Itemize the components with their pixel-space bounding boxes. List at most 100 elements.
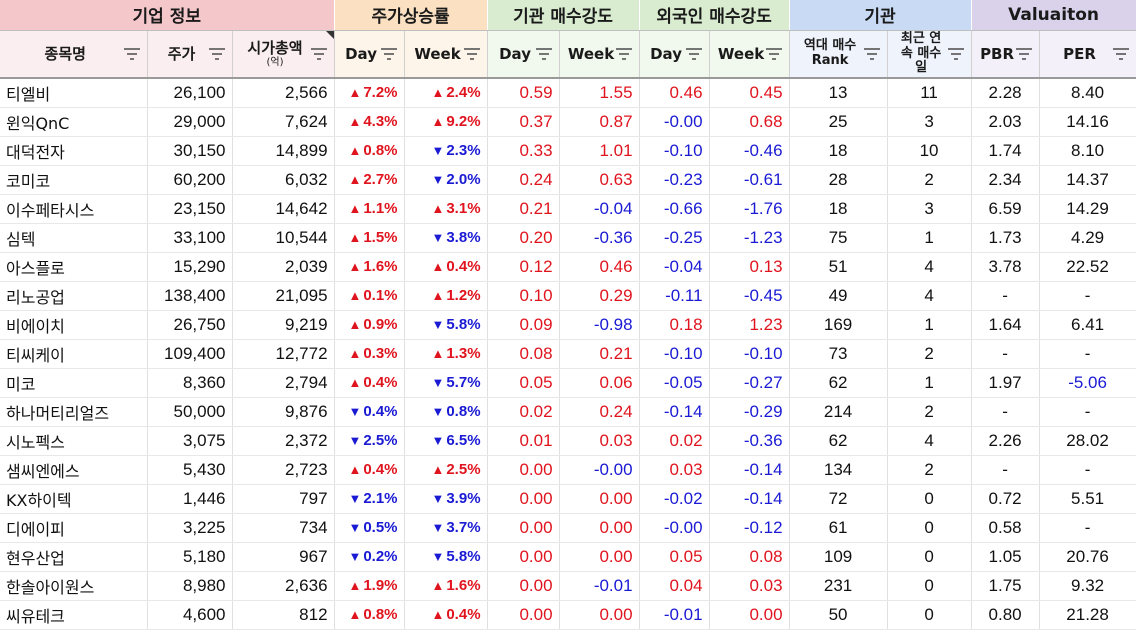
col-header-rank[interactable]: 역대 매수 Rank (789, 30, 888, 79)
inst-day-cell[interactable]: 0.00 (487, 455, 560, 485)
inst-week-cell[interactable]: 0.87 (559, 107, 640, 137)
market-cap-cell[interactable]: 12,772 (232, 339, 335, 369)
consecutive-days-cell[interactable]: 4 (887, 426, 972, 456)
table-row[interactable]: 한솔아이원스 8,980 2,636 ▲ 1.9% ▲ 1.6% 0.00 -0.01 0.04 0… (0, 571, 1136, 601)
price-cell[interactable]: 26,750 (147, 310, 233, 340)
rank-cell[interactable]: 13 (789, 78, 888, 108)
inst-day-cell[interactable]: 0.01 (487, 426, 560, 456)
foreign-day-cell[interactable]: -0.10 (639, 339, 710, 369)
table-row[interactable]: 현우산업 5,180 967 ▼ 0.2% ▼ 5.8% 0.00 0.00 0.05 0.08 10… (0, 542, 1136, 572)
market-cap-cell[interactable]: 2,039 (232, 252, 335, 282)
consecutive-days-cell[interactable]: 10 (887, 136, 972, 166)
foreign-day-cell[interactable]: -0.04 (639, 252, 710, 282)
inst-week-cell[interactable]: 0.00 (559, 484, 640, 514)
day-change-cell[interactable]: ▼ 0.4% (334, 397, 405, 427)
foreign-day-cell[interactable]: 0.05 (639, 542, 710, 572)
col-header-consecutive[interactable]: 최근 연속 매수일 (887, 30, 972, 79)
per-cell[interactable]: 14.37 (1039, 165, 1136, 195)
stock-name-cell[interactable]: 윈익QnC (0, 107, 148, 137)
col-header-foreign-week[interactable]: Week (709, 30, 790, 79)
foreign-day-cell[interactable]: -0.66 (639, 194, 710, 224)
price-cell[interactable]: 109,400 (147, 339, 233, 369)
filter-icon[interactable] (1112, 47, 1130, 60)
inst-week-cell[interactable]: -0.01 (559, 571, 640, 601)
stock-name-cell[interactable]: 하나머티리얼즈 (0, 397, 148, 427)
col-header-price[interactable]: 주가 (147, 30, 233, 79)
consecutive-days-cell[interactable]: 4 (887, 252, 972, 282)
foreign-week-cell[interactable]: 1.23 (709, 310, 790, 340)
day-change-cell[interactable]: ▼ 2.5% (334, 426, 405, 456)
consecutive-days-cell[interactable]: 0 (887, 600, 972, 630)
col-header-foreign-day[interactable]: Day (639, 30, 710, 79)
table-row[interactable]: 심텍 33,100 10,544 ▲ 1.5% ▼ 3.8% 0.20 -0.36 -0.25 -1… (0, 223, 1136, 253)
per-cell[interactable]: 28.02 (1039, 426, 1136, 456)
filter-icon[interactable] (863, 47, 881, 60)
pbr-cell[interactable]: 0.80 (971, 600, 1040, 630)
consecutive-days-cell[interactable]: 2 (887, 455, 972, 485)
foreign-week-cell[interactable]: -0.45 (709, 281, 790, 311)
price-cell[interactable]: 26,100 (147, 78, 233, 108)
per-cell[interactable]: - (1039, 397, 1136, 427)
per-cell[interactable]: - (1039, 455, 1136, 485)
price-cell[interactable]: 50,000 (147, 397, 233, 427)
inst-week-cell[interactable]: -0.98 (559, 310, 640, 340)
table-row[interactable]: 리노공업 138,400 21,095 ▲ 0.1% ▲ 1.2% 0.10 0.29 -0.11… (0, 281, 1136, 311)
foreign-day-cell[interactable]: 0.02 (639, 426, 710, 456)
market-cap-cell[interactable]: 7,624 (232, 107, 335, 137)
foreign-week-cell[interactable]: 0.68 (709, 107, 790, 137)
filter-icon[interactable] (685, 47, 703, 60)
consecutive-days-cell[interactable]: 4 (887, 281, 972, 311)
table-row[interactable]: 디에이피 3,225 734 ▼ 0.5% ▼ 3.7% 0.00 0.00 -0.00 -0.12… (0, 513, 1136, 543)
col-header-inst-day[interactable]: Day (487, 30, 560, 79)
day-change-cell[interactable]: ▲ 7.2% (334, 78, 405, 108)
pbr-cell[interactable]: 0.72 (971, 484, 1040, 514)
per-cell[interactable]: 6.41 (1039, 310, 1136, 340)
consecutive-days-cell[interactable]: 0 (887, 571, 972, 601)
foreign-week-cell[interactable]: -0.27 (709, 368, 790, 398)
market-cap-cell[interactable]: 2,372 (232, 426, 335, 456)
inst-week-cell[interactable]: 1.55 (559, 78, 640, 108)
inst-week-cell[interactable]: 0.46 (559, 252, 640, 282)
filter-icon[interactable] (463, 47, 481, 60)
consecutive-days-cell[interactable]: 0 (887, 542, 972, 572)
pbr-cell[interactable]: - (971, 281, 1040, 311)
foreign-day-cell[interactable]: -0.05 (639, 368, 710, 398)
per-cell[interactable]: 14.29 (1039, 194, 1136, 224)
week-change-cell[interactable]: ▲ 1.6% (404, 571, 488, 601)
foreign-week-cell[interactable]: -0.46 (709, 136, 790, 166)
per-cell[interactable]: 22.52 (1039, 252, 1136, 282)
foreign-week-cell[interactable]: -0.36 (709, 426, 790, 456)
week-change-cell[interactable]: ▼ 3.7% (404, 513, 488, 543)
inst-week-cell[interactable]: 0.00 (559, 600, 640, 630)
price-cell[interactable]: 30,150 (147, 136, 233, 166)
inst-day-cell[interactable]: 0.00 (487, 571, 560, 601)
rank-cell[interactable]: 62 (789, 426, 888, 456)
per-cell[interactable]: 5.51 (1039, 484, 1136, 514)
pbr-cell[interactable]: 2.28 (971, 78, 1040, 108)
inst-week-cell[interactable]: 0.00 (559, 542, 640, 572)
stock-name-cell[interactable]: 대덕전자 (0, 136, 148, 166)
foreign-week-cell[interactable]: 0.13 (709, 252, 790, 282)
stock-name-cell[interactable]: 티씨케이 (0, 339, 148, 369)
consecutive-days-cell[interactable]: 2 (887, 339, 972, 369)
inst-week-cell[interactable]: 0.03 (559, 426, 640, 456)
day-change-cell[interactable]: ▲ 0.4% (334, 455, 405, 485)
table-row[interactable]: 하나머티리얼즈 50,000 9,876 ▼ 0.4% ▼ 0.8% 0.02 0.24 -0.1… (0, 397, 1136, 427)
foreign-week-cell[interactable]: 0.08 (709, 542, 790, 572)
foreign-day-cell[interactable]: -0.25 (639, 223, 710, 253)
market-cap-cell[interactable]: 812 (232, 600, 335, 630)
foreign-week-cell[interactable]: 0.00 (709, 600, 790, 630)
stock-name-cell[interactable]: 심텍 (0, 223, 148, 253)
foreign-week-cell[interactable]: -0.10 (709, 339, 790, 369)
week-change-cell[interactable]: ▼ 5.8% (404, 310, 488, 340)
inst-day-cell[interactable]: 0.12 (487, 252, 560, 282)
price-cell[interactable]: 3,075 (147, 426, 233, 456)
price-cell[interactable]: 3,225 (147, 513, 233, 543)
inst-week-cell[interactable]: 1.01 (559, 136, 640, 166)
foreign-day-cell[interactable]: -0.02 (639, 484, 710, 514)
col-header-inst-week[interactable]: Week (559, 30, 640, 79)
market-cap-cell[interactable]: 2,723 (232, 455, 335, 485)
day-change-cell[interactable]: ▲ 2.7% (334, 165, 405, 195)
day-change-cell[interactable]: ▲ 4.3% (334, 107, 405, 137)
week-change-cell[interactable]: ▼ 5.7% (404, 368, 488, 398)
